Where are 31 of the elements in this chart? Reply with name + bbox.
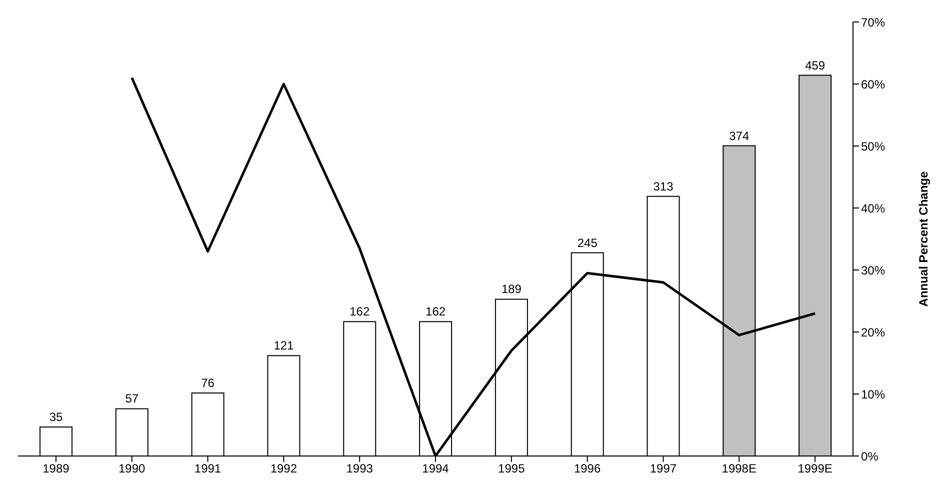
data-label: 76 [201, 376, 215, 390]
data-label: 57 [125, 392, 139, 406]
x-tick-label: 1999E [798, 462, 832, 476]
data-label: 162 [350, 304, 370, 319]
data-label: 35 [49, 410, 63, 424]
y2-tick-label: 50% [861, 139, 886, 154]
data-label: 459 [805, 58, 826, 72]
data-label: 313 [653, 179, 674, 194]
x-tick-label: 1992 [270, 462, 298, 476]
x-tick-label: 1998E [722, 462, 756, 476]
data-label: 121 [274, 338, 294, 353]
y2-tick-label: 70% [861, 15, 886, 30]
x-tick-label: 1991 [194, 462, 222, 476]
data-label: 162 [426, 304, 446, 319]
x-tick-label: 1997 [650, 462, 677, 476]
data-label: 189 [501, 282, 522, 296]
y2-tick-label: 30% [861, 263, 886, 278]
x-tick-label: 1993 [346, 462, 374, 476]
y2-tick-label: 20% [861, 325, 886, 340]
y2-tick-label: 40% [861, 201, 886, 216]
y2-tick-label: 0% [861, 449, 879, 464]
y2-axis-title: Annual Percent Change [916, 170, 930, 307]
x-tick-label: 1989 [42, 462, 70, 476]
y2-tick-label: 60% [861, 77, 886, 92]
x-tick-label: 1995 [498, 462, 526, 476]
data-label: 245 [577, 236, 598, 250]
x-tick-label: 1990 [118, 462, 146, 476]
x-tick-label: 1994 [422, 462, 450, 476]
data-label: 374 [729, 128, 750, 143]
y2-tick-label: 10% [861, 387, 886, 402]
x-tick-label: 1996 [574, 462, 601, 476]
